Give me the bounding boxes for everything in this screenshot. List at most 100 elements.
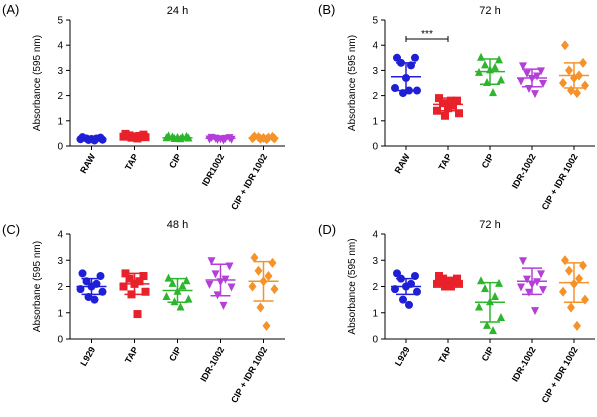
point bbox=[133, 310, 142, 319]
point bbox=[561, 40, 569, 51]
point bbox=[133, 134, 142, 143]
point bbox=[523, 69, 531, 78]
y-tick-label: 5 bbox=[57, 16, 63, 27]
point bbox=[491, 292, 499, 300]
point bbox=[433, 106, 441, 115]
point bbox=[119, 282, 128, 291]
point bbox=[517, 77, 525, 86]
point bbox=[262, 320, 271, 331]
x-tick-label: CIP bbox=[480, 345, 496, 363]
point bbox=[539, 286, 547, 295]
point bbox=[264, 271, 273, 281]
point bbox=[581, 294, 589, 305]
point bbox=[519, 257, 527, 266]
y-tick-label: 2 bbox=[372, 282, 378, 293]
point bbox=[441, 111, 449, 120]
x-tick-label: IDR-1002 bbox=[198, 345, 226, 383]
point bbox=[447, 282, 455, 291]
point bbox=[537, 270, 545, 279]
x-tick-label: L929 bbox=[78, 345, 97, 368]
point bbox=[413, 86, 421, 95]
y-tick-label: 5 bbox=[372, 16, 378, 27]
point bbox=[170, 297, 179, 306]
y-tick-label: 1 bbox=[57, 116, 63, 127]
point bbox=[268, 257, 277, 268]
x-tick-label: TAP bbox=[123, 152, 140, 172]
point bbox=[531, 90, 539, 99]
x-tick-label: TAP bbox=[436, 152, 453, 172]
point bbox=[483, 320, 491, 329]
point bbox=[411, 53, 419, 62]
point bbox=[539, 80, 547, 88]
point bbox=[78, 269, 87, 278]
y-tick-label: 4 bbox=[57, 41, 63, 52]
point bbox=[525, 288, 533, 297]
point bbox=[561, 255, 569, 266]
point bbox=[141, 133, 150, 142]
point bbox=[573, 320, 581, 331]
point bbox=[449, 101, 457, 110]
point bbox=[481, 284, 489, 293]
y-tick-label: 2 bbox=[57, 282, 63, 293]
point bbox=[227, 283, 236, 292]
point bbox=[517, 283, 525, 292]
x-tick-label: CIP + IDR 1002 bbox=[229, 345, 269, 405]
y-tick-label: 3 bbox=[372, 66, 378, 77]
y-axis-label: Absorbance (595 nm) bbox=[32, 35, 43, 131]
point bbox=[207, 257, 216, 266]
point bbox=[559, 78, 567, 88]
y-tick-label: 2 bbox=[57, 91, 63, 102]
point bbox=[176, 302, 185, 311]
point bbox=[455, 279, 463, 288]
point bbox=[164, 273, 173, 282]
panel-label: (C) bbox=[2, 222, 20, 237]
panel-label: (D) bbox=[318, 222, 336, 237]
y-tick-label: 0 bbox=[57, 142, 63, 153]
y-tick-label: 0 bbox=[372, 335, 378, 346]
point bbox=[567, 302, 575, 313]
y-axis-label: Absorbane (595 nm) bbox=[32, 241, 43, 332]
point bbox=[489, 326, 497, 335]
point bbox=[168, 278, 177, 287]
point bbox=[523, 275, 531, 284]
x-tick-label: RAW bbox=[78, 152, 97, 176]
y-tick-label: 0 bbox=[372, 142, 378, 153]
point bbox=[270, 284, 279, 295]
point bbox=[455, 109, 463, 118]
x-tick-label: TAP bbox=[123, 345, 140, 365]
chart-title: 72 h bbox=[479, 219, 500, 231]
point bbox=[205, 280, 214, 289]
sig-label: *** bbox=[421, 29, 433, 40]
y-tick-label: 4 bbox=[372, 41, 378, 52]
point bbox=[559, 286, 567, 297]
point bbox=[565, 265, 573, 276]
y-tick-label: 1 bbox=[57, 308, 63, 319]
point bbox=[439, 99, 447, 108]
point bbox=[399, 295, 407, 304]
x-tick-label: IDR1002 bbox=[200, 152, 226, 188]
x-tick-label: CIP bbox=[167, 345, 183, 363]
point bbox=[90, 295, 99, 304]
point bbox=[519, 62, 527, 71]
y-tick-label: 2 bbox=[372, 91, 378, 102]
chart-title: 72 h bbox=[479, 5, 500, 17]
point bbox=[441, 282, 449, 291]
point bbox=[531, 307, 539, 316]
point bbox=[254, 265, 263, 276]
x-tick-label: TAP bbox=[436, 345, 453, 365]
x-tick-label: IDR-1002 bbox=[510, 152, 538, 190]
x-tick-label: L929 bbox=[393, 345, 412, 368]
point bbox=[141, 287, 150, 296]
point bbox=[211, 270, 220, 279]
x-tick-label: CIP bbox=[167, 152, 183, 170]
point bbox=[575, 273, 583, 284]
point bbox=[497, 313, 505, 321]
point bbox=[439, 274, 447, 283]
point bbox=[489, 88, 497, 97]
point bbox=[405, 300, 413, 309]
point bbox=[256, 302, 265, 313]
x-tick-label: IDR-1002 bbox=[510, 345, 538, 383]
y-tick-label: 3 bbox=[372, 256, 378, 267]
chart-title: 24 h bbox=[167, 5, 188, 17]
